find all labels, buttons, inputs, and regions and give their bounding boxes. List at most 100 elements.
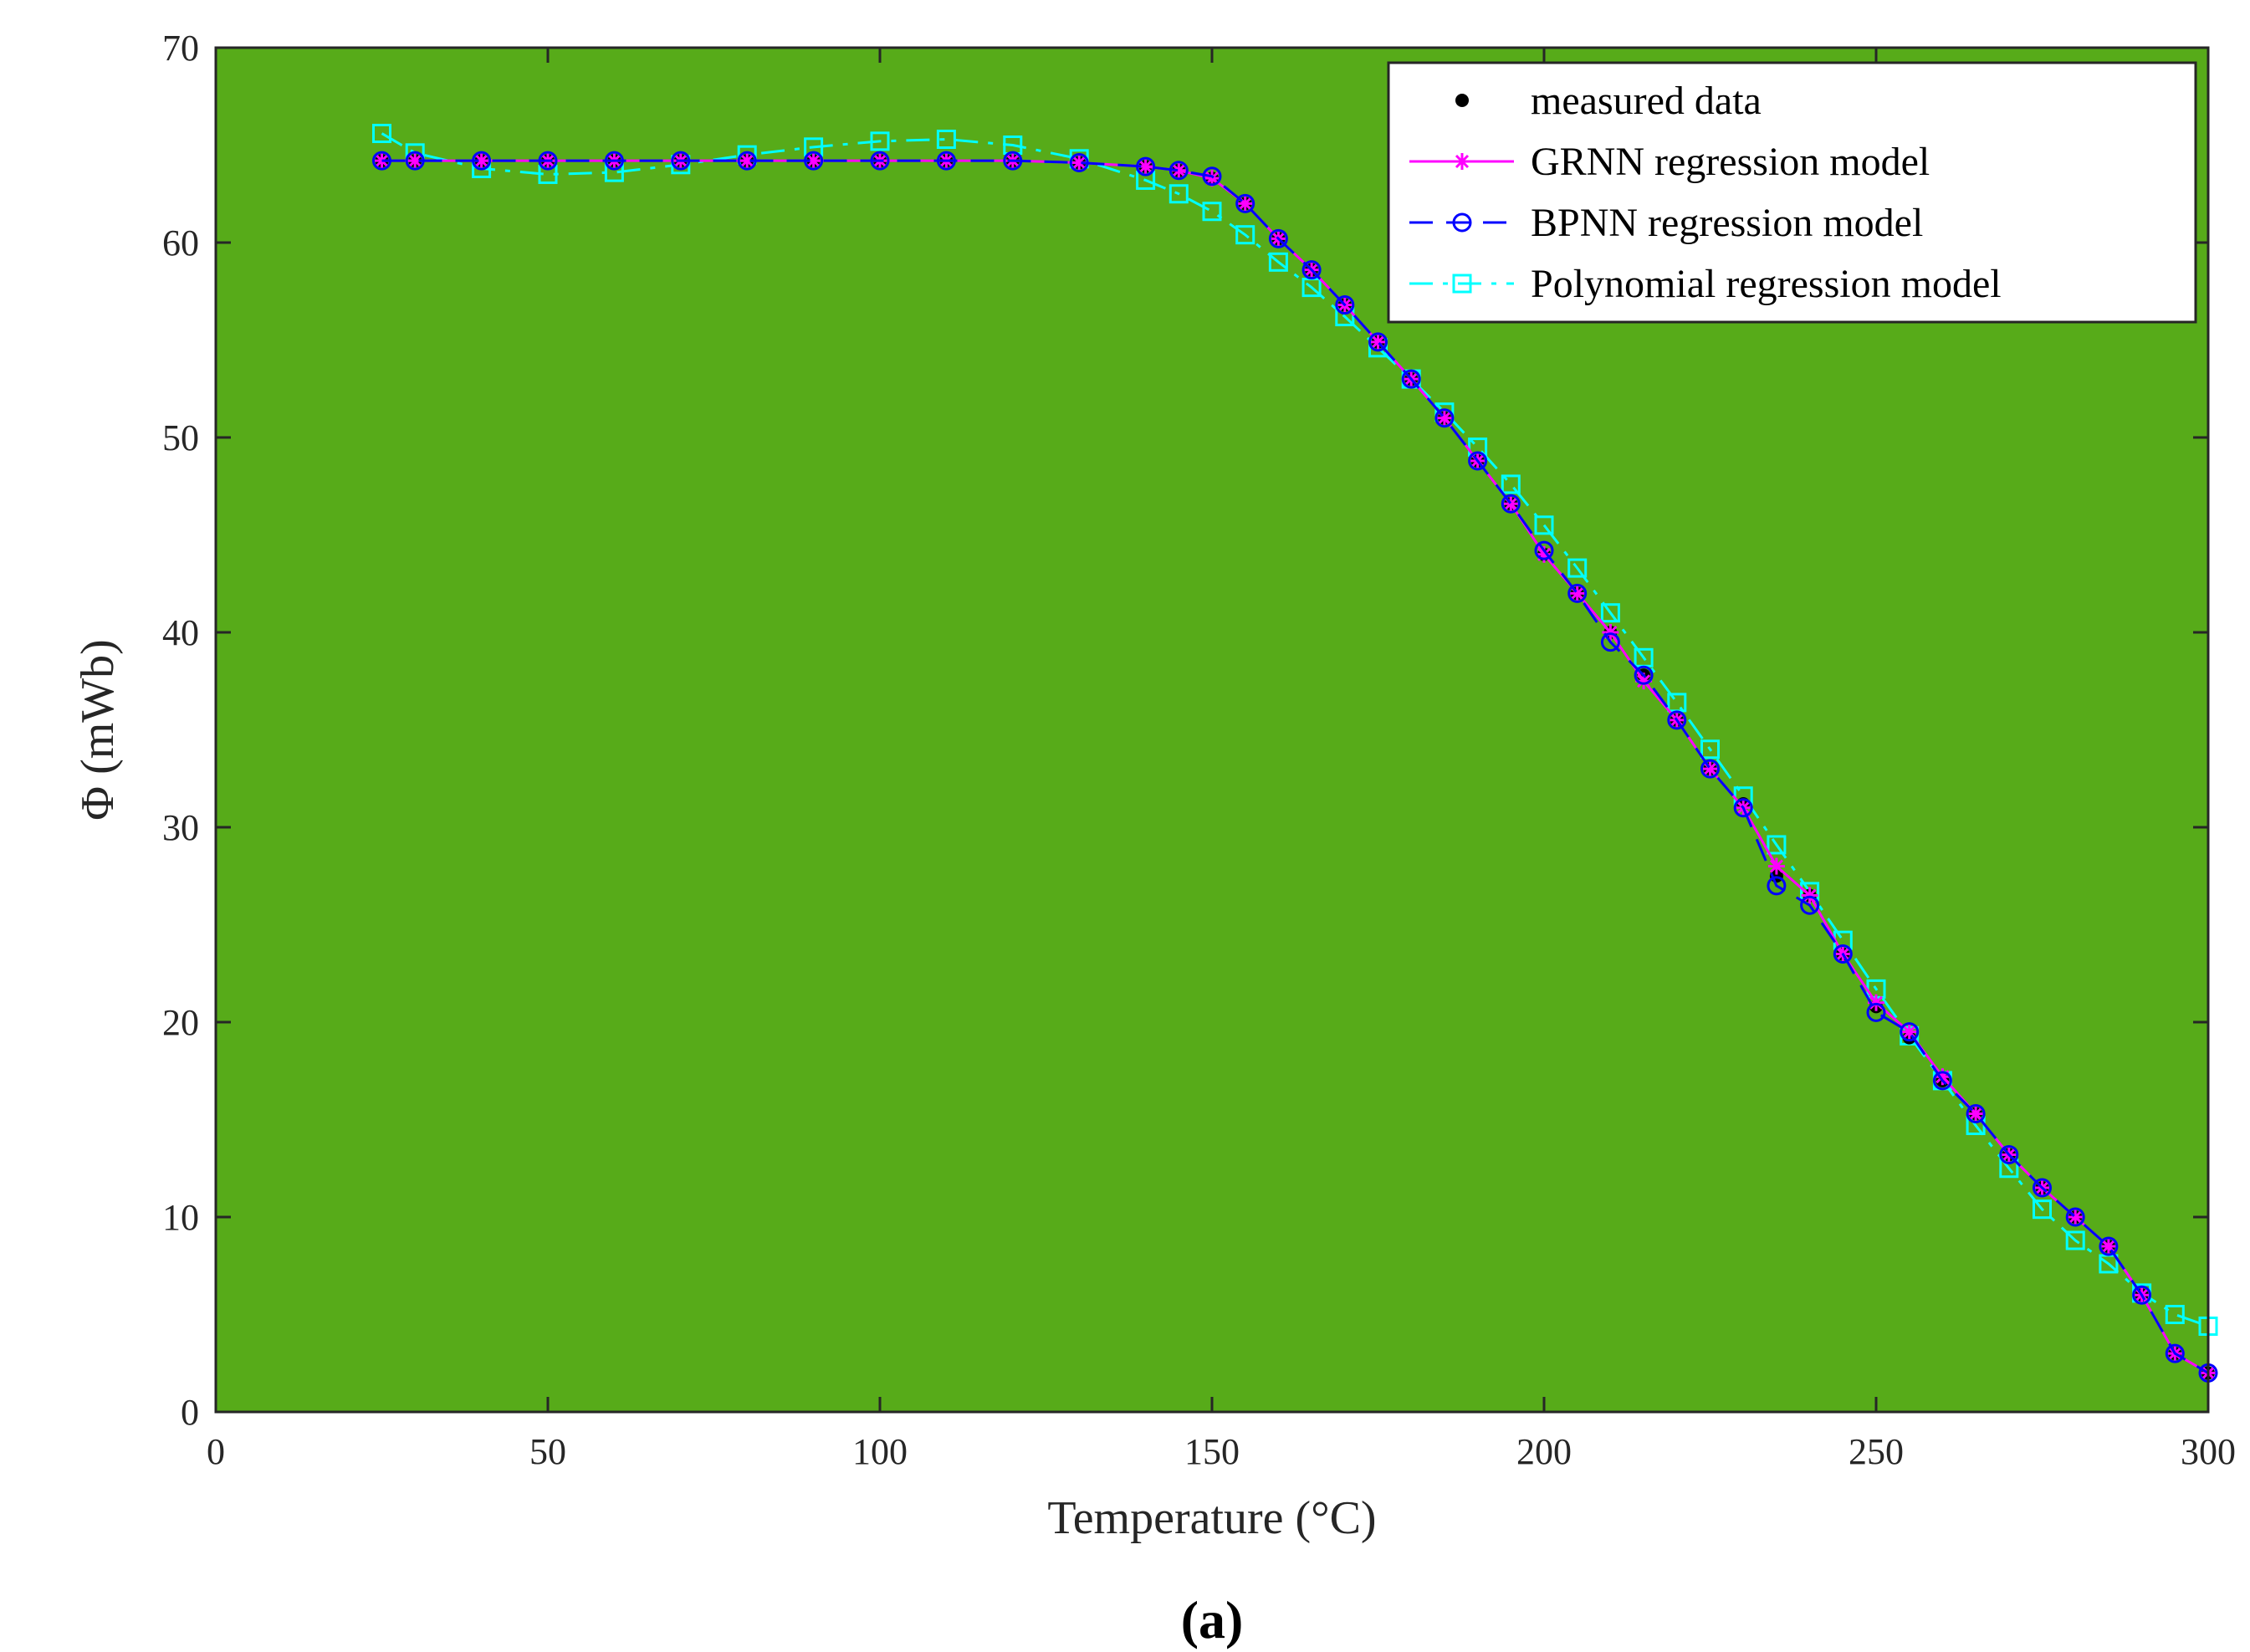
- legend-entry: GRNN regression model: [1409, 140, 1930, 184]
- data-point: [737, 151, 757, 171]
- data-point: [372, 151, 391, 171]
- data-point: [1454, 153, 1470, 170]
- data-point: [2165, 1343, 2185, 1363]
- x-axis-ticks: 0 50 100 150 200 250 300: [207, 48, 2236, 1472]
- axes-frame: [214, 46, 2210, 1414]
- data-point: [1700, 759, 1720, 779]
- data-point: [1455, 94, 1469, 107]
- x-tick-label: 250: [1849, 1431, 1904, 1472]
- data-point: [671, 151, 691, 171]
- data-point: [2065, 1207, 2085, 1227]
- data-point: [1866, 1002, 1886, 1022]
- data-point: [2099, 1236, 2119, 1256]
- legend-entry: BPNN regression model: [1409, 201, 1923, 245]
- data-point: [405, 151, 425, 171]
- data-point: [1202, 202, 1222, 222]
- data-point: [1767, 876, 1787, 896]
- panel-label: (a): [1181, 1590, 1244, 1649]
- x-tick-label: 150: [1184, 1431, 1240, 1472]
- y-tick-label: 50: [162, 417, 199, 458]
- data-point: [1452, 212, 1472, 233]
- y-tick-label: 40: [162, 612, 199, 653]
- legend-label: measured data: [1531, 79, 1762, 123]
- legend-label: GRNN regression model: [1531, 140, 1930, 184]
- data-point: [407, 152, 424, 170]
- data-point: [1634, 665, 1654, 685]
- data-point: [1501, 494, 1521, 514]
- y-tick-label: 20: [162, 1002, 199, 1043]
- data-point: [804, 151, 824, 171]
- data-point: [1800, 895, 1820, 915]
- data-point: [1733, 798, 1753, 818]
- data-point: [1168, 161, 1189, 181]
- legend-label: BPNN regression model: [1531, 201, 1923, 245]
- data-point: [1600, 632, 1620, 652]
- data-point: [1170, 161, 1188, 179]
- data-point: [1567, 583, 1588, 603]
- data-point: [1600, 603, 1620, 623]
- data-point: [1602, 624, 1619, 641]
- x-tick-label: 200: [1516, 1431, 1572, 1472]
- y-axis-label: Φ (mWb): [72, 639, 124, 821]
- data-point: [1003, 151, 1023, 171]
- legend-label: Polynomial regression model: [1531, 262, 2002, 306]
- data-point: [1168, 184, 1189, 204]
- x-tick-label: 0: [207, 1431, 225, 1472]
- data-point: [1999, 1144, 2019, 1164]
- legend: measured data GRNN regression model BPNN r…: [1387, 61, 2197, 324]
- data-point: [604, 151, 624, 171]
- data-point: [1833, 944, 1853, 964]
- legend-box: [1387, 61, 2197, 324]
- series-bpnn-regression-model: [372, 151, 2218, 1383]
- y-tick-label: 10: [162, 1197, 199, 1238]
- data-point: [1932, 1071, 1952, 1091]
- series-line: [381, 159, 2209, 1374]
- data-point: [1767, 835, 1787, 855]
- data-point: [472, 151, 492, 171]
- data-point: [1401, 369, 1421, 389]
- data-point: [1900, 1022, 1920, 1042]
- data-point: [1202, 166, 1222, 187]
- y-tick-label: 30: [162, 807, 199, 848]
- data-point: [1136, 156, 1156, 176]
- data-point: [936, 151, 956, 171]
- data-point: [2065, 1230, 2085, 1251]
- data-point: [1268, 252, 1288, 272]
- data-point: [1452, 274, 1472, 294]
- data-point: [1301, 260, 1322, 280]
- data-point: [936, 130, 956, 150]
- data-point: [1567, 558, 1588, 578]
- data-point: [870, 151, 890, 171]
- x-tick-label: 300: [2181, 1431, 2236, 1472]
- data-point: [1700, 739, 1720, 760]
- data-point: [1534, 515, 1554, 535]
- x-tick-label: 50: [529, 1431, 566, 1472]
- data-point: [1468, 451, 1488, 471]
- data-point: [1534, 540, 1554, 560]
- data-point: [1667, 710, 1687, 730]
- data-point: [1335, 295, 1355, 315]
- data-point: [1966, 1104, 1986, 1124]
- x-tick-label: 100: [852, 1431, 908, 1472]
- y-axis-ticks: 0 10 20 30 40 50 60 70: [162, 28, 2208, 1433]
- x-axis-label: Temperature (°C): [1047, 1492, 1376, 1544]
- data-point: [2033, 1199, 2052, 1220]
- data-point: [2132, 1285, 2152, 1305]
- data-point: [2165, 1305, 2185, 1324]
- data-point: [1801, 887, 1818, 904]
- data-point: [1235, 193, 1255, 213]
- data-point: [1434, 408, 1455, 428]
- data-point: [1767, 857, 1785, 875]
- y-tick-label: 70: [162, 28, 199, 69]
- data-point: [473, 152, 490, 170]
- data-point: [1268, 228, 1288, 248]
- data-point: [1368, 332, 1388, 352]
- y-tick-label: 60: [162, 222, 199, 263]
- series-layer: [372, 124, 2218, 1383]
- y-tick-label: 0: [181, 1392, 199, 1433]
- data-point: [372, 124, 391, 144]
- data-point: [870, 131, 890, 151]
- data-point: [2033, 1178, 2052, 1198]
- legend-entry: measured data: [1455, 79, 1762, 123]
